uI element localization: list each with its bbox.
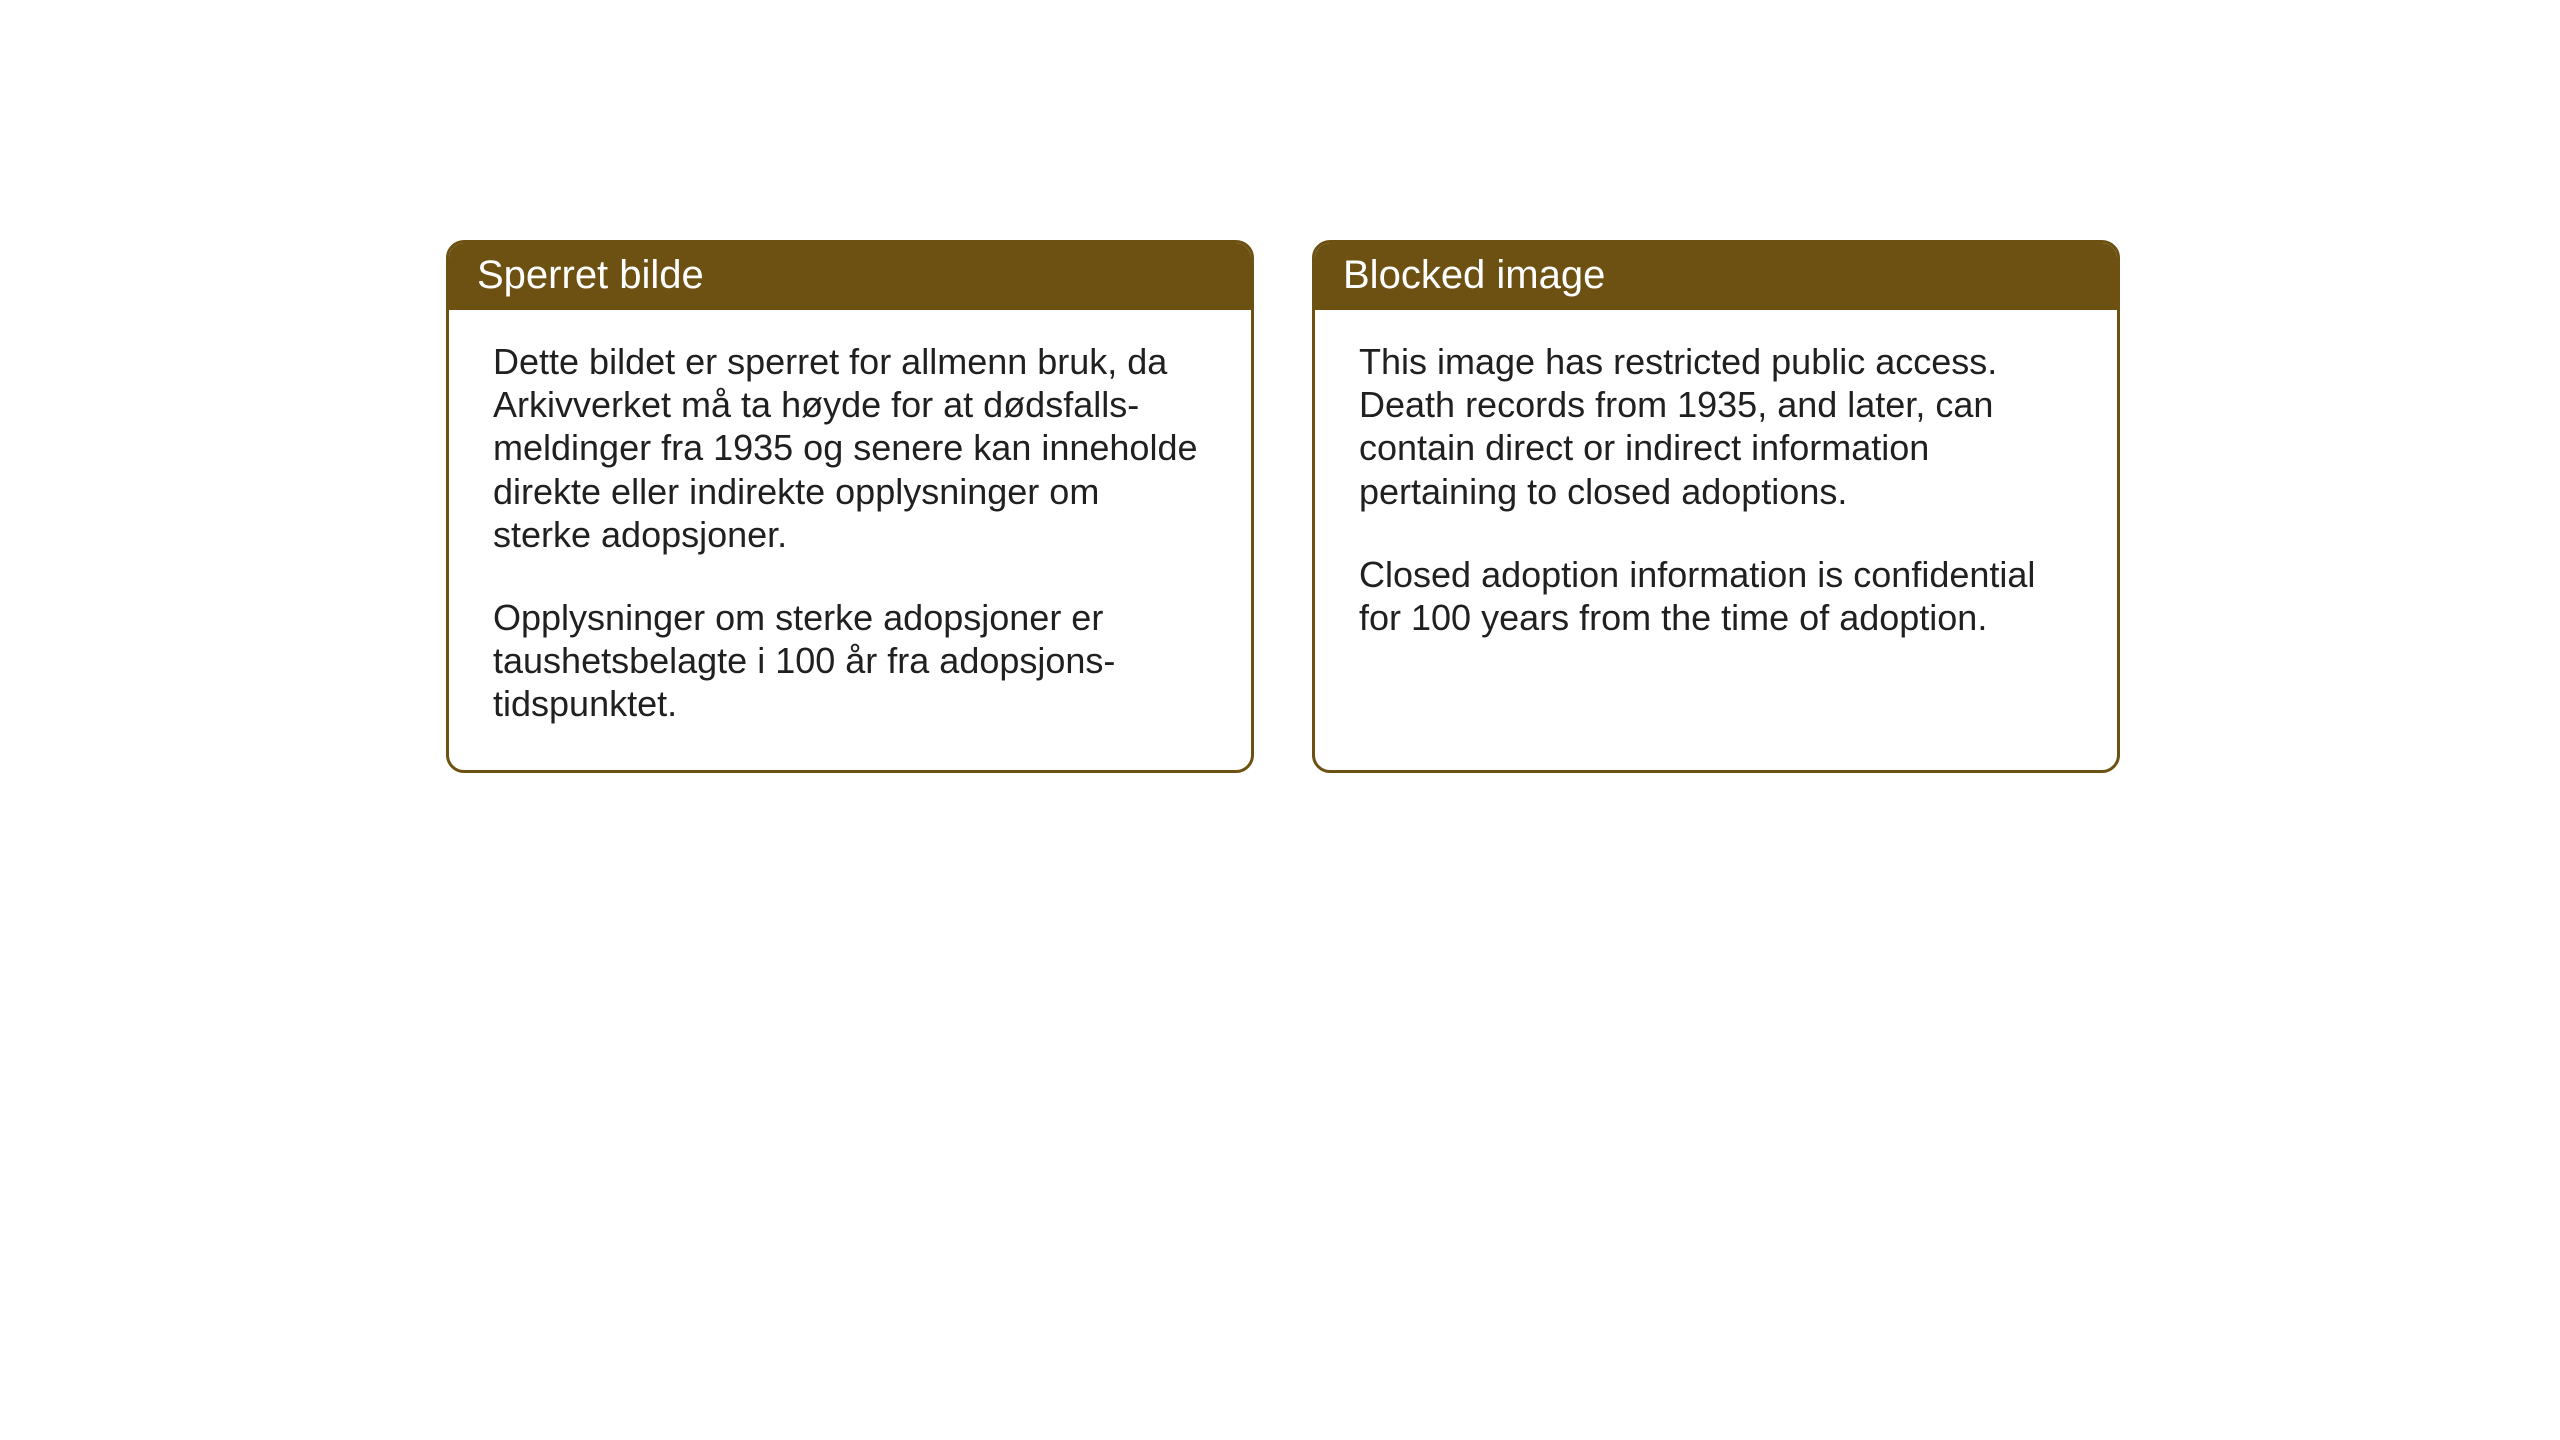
english-notice-card: Blocked image This image has restricted … [1312,240,2120,773]
norwegian-paragraph-2: Opplysninger om sterke adopsjoner er tau… [493,596,1207,726]
norwegian-card-body: Dette bildet er sperret for allmenn bruk… [449,310,1251,770]
english-paragraph-2: Closed adoption information is confident… [1359,553,2073,639]
norwegian-card-title: Sperret bilde [449,243,1251,310]
english-card-body: This image has restricted public access.… [1315,310,2117,750]
notice-container: Sperret bilde Dette bildet er sperret fo… [446,240,2120,773]
norwegian-notice-card: Sperret bilde Dette bildet er sperret fo… [446,240,1254,773]
english-paragraph-1: This image has restricted public access.… [1359,340,2073,513]
norwegian-paragraph-1: Dette bildet er sperret for allmenn bruk… [493,340,1207,556]
english-card-title: Blocked image [1315,243,2117,310]
